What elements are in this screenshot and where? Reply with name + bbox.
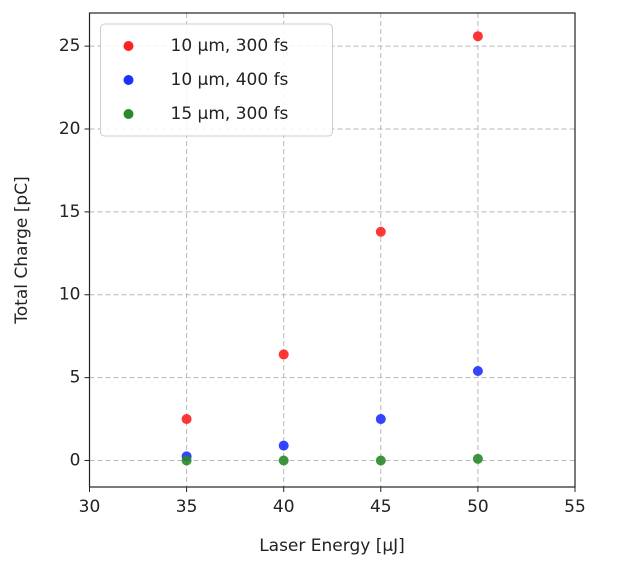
point xyxy=(472,31,483,42)
point xyxy=(472,453,483,464)
point xyxy=(375,455,386,466)
x-tick-label: 50 xyxy=(467,497,489,517)
x-tick-label: 45 xyxy=(370,497,392,517)
point xyxy=(278,455,289,466)
legend-marker xyxy=(123,75,134,85)
y-tick-label: 15 xyxy=(59,202,81,222)
legend-marker xyxy=(123,41,134,51)
plot-frame xyxy=(88,12,576,488)
x-tick-label: 55 xyxy=(564,497,586,517)
point xyxy=(472,365,483,376)
y-tick-label: 25 xyxy=(59,36,81,56)
point xyxy=(278,440,289,451)
point xyxy=(181,455,192,466)
x-tick-label: 35 xyxy=(176,497,198,517)
y-tick-label: 0 xyxy=(70,450,81,470)
legend-label: 10 μm, 400 fs xyxy=(171,70,289,90)
legend-marker xyxy=(123,109,134,119)
point xyxy=(278,349,289,360)
legend-label: 15 μm, 300 fs xyxy=(171,104,289,124)
y-axis-label: Total Charge [pC] xyxy=(12,176,32,324)
point xyxy=(375,226,386,237)
x-tick-label: 30 xyxy=(79,497,101,517)
point xyxy=(375,414,386,425)
y-tick-label: 5 xyxy=(70,368,81,388)
y-tick-label: 10 xyxy=(59,285,81,305)
legend-label: 10 μm, 300 fs xyxy=(171,36,289,56)
x-tick-label: 40 xyxy=(273,497,295,517)
point xyxy=(181,414,192,425)
x-axis-label: Laser Energy [μJ] xyxy=(259,536,405,556)
y-tick-label: 20 xyxy=(59,119,81,139)
legend-box xyxy=(100,23,333,137)
